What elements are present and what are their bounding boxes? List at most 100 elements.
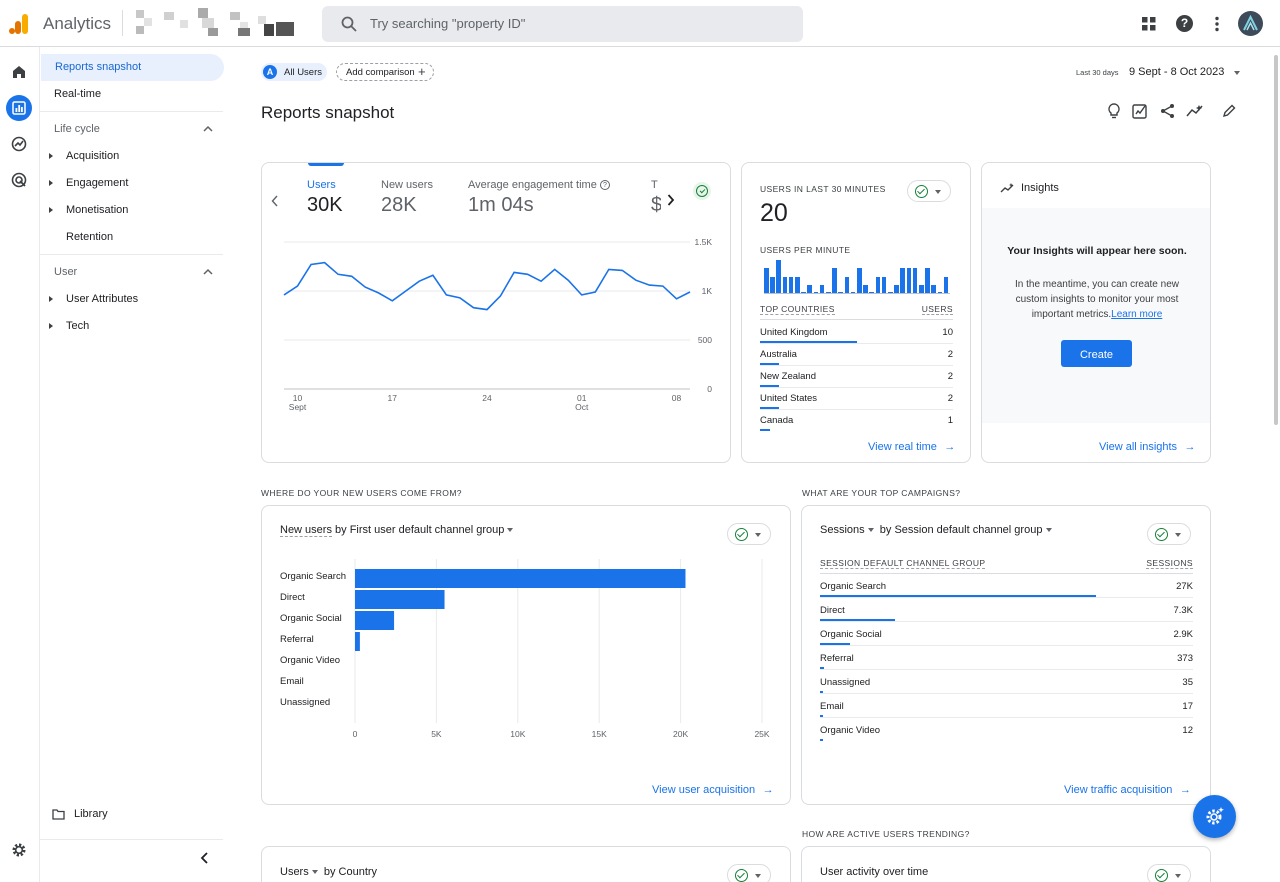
- nav-item-user-attributes[interactable]: User Attributes: [66, 293, 139, 305]
- edit-pencil-icon[interactable]: [1222, 104, 1236, 118]
- help-icon[interactable]: ?: [1176, 15, 1193, 32]
- per-minute-bar: [813, 292, 819, 293]
- campaign-row[interactable]: Referral 373: [820, 648, 1193, 672]
- date-range-picker[interactable]: Last 30 days 9 Sept - 8 Oct 2023: [1074, 66, 1240, 82]
- nav-library[interactable]: Library: [52, 807, 202, 823]
- status-ok-icon[interactable]: [693, 182, 711, 200]
- page-scrollbar[interactable]: [1274, 55, 1278, 425]
- country-row: Australia 2: [760, 347, 953, 369]
- acquisition-status-dropdown[interactable]: [727, 523, 771, 545]
- channel-name: Referral: [820, 653, 854, 664]
- country-share-bar: [760, 407, 780, 409]
- country-users: 2: [947, 393, 953, 404]
- per-minute-bar: [788, 276, 794, 293]
- channel-bar: [355, 590, 445, 609]
- nav-realtime[interactable]: Real-time: [54, 88, 102, 100]
- country-users: 10: [942, 327, 953, 338]
- per-minute-chart: [764, 260, 950, 294]
- nav-lifecycle-header[interactable]: Life cycle: [40, 121, 223, 139]
- country-users: 2: [947, 371, 953, 382]
- activity-status-dropdown[interactable]: [1147, 864, 1191, 882]
- channel-name: Email: [820, 701, 844, 712]
- nav-item-acquisition[interactable]: Acquisition: [66, 150, 120, 162]
- collapse-nav-icon[interactable]: [200, 852, 210, 864]
- nav-item-engagement[interactable]: Engagement: [66, 177, 129, 189]
- dimension-selector[interactable]: by First user default channel group: [335, 524, 505, 536]
- create-insight-button[interactable]: Create: [1061, 340, 1132, 367]
- customize-report-icon[interactable]: [1132, 103, 1148, 119]
- collapse-icon: [203, 125, 213, 132]
- segment-label: All Users: [284, 67, 323, 78]
- per-minute-bar: [832, 268, 837, 293]
- metric-tab-new-users[interactable]: New users 28K: [381, 179, 451, 219]
- campaign-row[interactable]: Organic Search 27K: [820, 576, 1193, 600]
- realtime-status-dropdown[interactable]: [907, 180, 951, 202]
- gear-sparkle-icon: [1206, 807, 1224, 825]
- country-status-dropdown[interactable]: [727, 864, 771, 882]
- per-minute-bar: [844, 276, 850, 293]
- view-realtime-link[interactable]: View real time →: [868, 437, 960, 453]
- nav-item-monetisation[interactable]: Monetisation: [66, 204, 129, 216]
- chevron-down-icon[interactable]: [311, 870, 318, 875]
- metric-tab-users[interactable]: Users 30K: [307, 179, 367, 219]
- campaign-row[interactable]: Email 17: [820, 696, 1193, 720]
- nav-item-tech[interactable]: Tech: [66, 320, 90, 332]
- view-user-acquisition-link[interactable]: View user acquisition →: [652, 780, 782, 796]
- search-bar[interactable]: Try searching "property ID": [322, 6, 803, 42]
- x-tick-label: 01: [577, 393, 587, 403]
- chevron-down-icon[interactable]: [507, 528, 514, 533]
- per-minute-bar: [888, 292, 893, 293]
- home-icon[interactable]: [11, 64, 27, 80]
- view-traffic-acquisition-link[interactable]: View traffic acquisition →: [1064, 780, 1204, 796]
- segment-chip[interactable]: A All Users: [261, 63, 327, 81]
- page-title: Reports snapshot: [261, 103, 395, 122]
- metric-selector[interactable]: New users: [280, 524, 332, 537]
- realtime-count: 20: [760, 199, 788, 227]
- chevron-down-icon[interactable]: [1045, 528, 1052, 533]
- nav-reports-snapshot[interactable]: Reports snapshot: [41, 54, 224, 81]
- view-all-insights-link[interactable]: View all insights →: [1099, 437, 1199, 453]
- settings-icon[interactable]: [11, 842, 27, 858]
- chevron-down-icon[interactable]: [867, 528, 874, 533]
- nav-item-retention[interactable]: Retention: [66, 231, 114, 243]
- row-divider: [760, 343, 953, 344]
- campaign-row[interactable]: Direct 7.3K: [820, 600, 1193, 624]
- more-vert-icon[interactable]: [1214, 16, 1220, 32]
- top-bar: Analytics Try searching "property ID" ?: [0, 0, 1280, 47]
- x-tick-label: 20K: [673, 729, 688, 739]
- chevron-right-icon[interactable]: [667, 194, 675, 206]
- chevron-left-icon[interactable]: [271, 195, 279, 207]
- insights-body: In the meantime, you can create new cust…: [1004, 277, 1190, 322]
- campaign-row[interactable]: Unassigned 35: [820, 672, 1193, 696]
- metric-selector[interactable]: Sessions: [820, 524, 865, 536]
- share-icon[interactable]: [1160, 103, 1176, 119]
- advertising-icon[interactable]: [11, 172, 27, 188]
- insights-trend-icon[interactable]: [1186, 104, 1204, 118]
- users-series-line: [283, 261, 691, 311]
- explore-icon[interactable]: [11, 136, 27, 152]
- floating-settings-button[interactable]: [1193, 795, 1236, 838]
- account-avatar-icon[interactable]: [1238, 11, 1263, 36]
- campaign-row[interactable]: Organic Social 2.9K: [820, 624, 1193, 648]
- metric-tab-truncated[interactable]: T $: [651, 179, 661, 219]
- apps-grid-icon[interactable]: [1142, 17, 1156, 31]
- channel-bar: [355, 632, 360, 651]
- nav-user-header[interactable]: User: [40, 264, 223, 282]
- metric-selector[interactable]: Users: [280, 866, 309, 878]
- country-card: Users by Country: [261, 846, 791, 882]
- learn-more-link[interactable]: Learn more: [1111, 309, 1163, 320]
- realtime-title: USERS IN LAST 30 MINUTES: [760, 184, 886, 194]
- metric-label: T: [651, 179, 658, 191]
- lightbulb-icon[interactable]: [1107, 103, 1121, 119]
- add-comparison-button[interactable]: Add comparison +: [336, 63, 434, 81]
- activity-card: User activity over time: [801, 846, 1211, 882]
- dimension-selector[interactable]: by Session default channel group: [879, 524, 1043, 536]
- reports-icon[interactable]: [6, 95, 32, 121]
- metric-tab-engagement-time[interactable]: Average engagement time ? 1m 04s: [468, 179, 628, 219]
- property-selector[interactable]: [122, 10, 123, 36]
- campaigns-status-dropdown[interactable]: [1147, 523, 1191, 545]
- property-name-redacted[interactable]: [136, 8, 296, 36]
- campaigns-table: Organic Search 27K Direct 7.3K Organic Socia…: [820, 576, 1193, 746]
- analytics-logo[interactable]: [9, 13, 31, 35]
- campaign-row[interactable]: Organic Video 12: [820, 720, 1193, 744]
